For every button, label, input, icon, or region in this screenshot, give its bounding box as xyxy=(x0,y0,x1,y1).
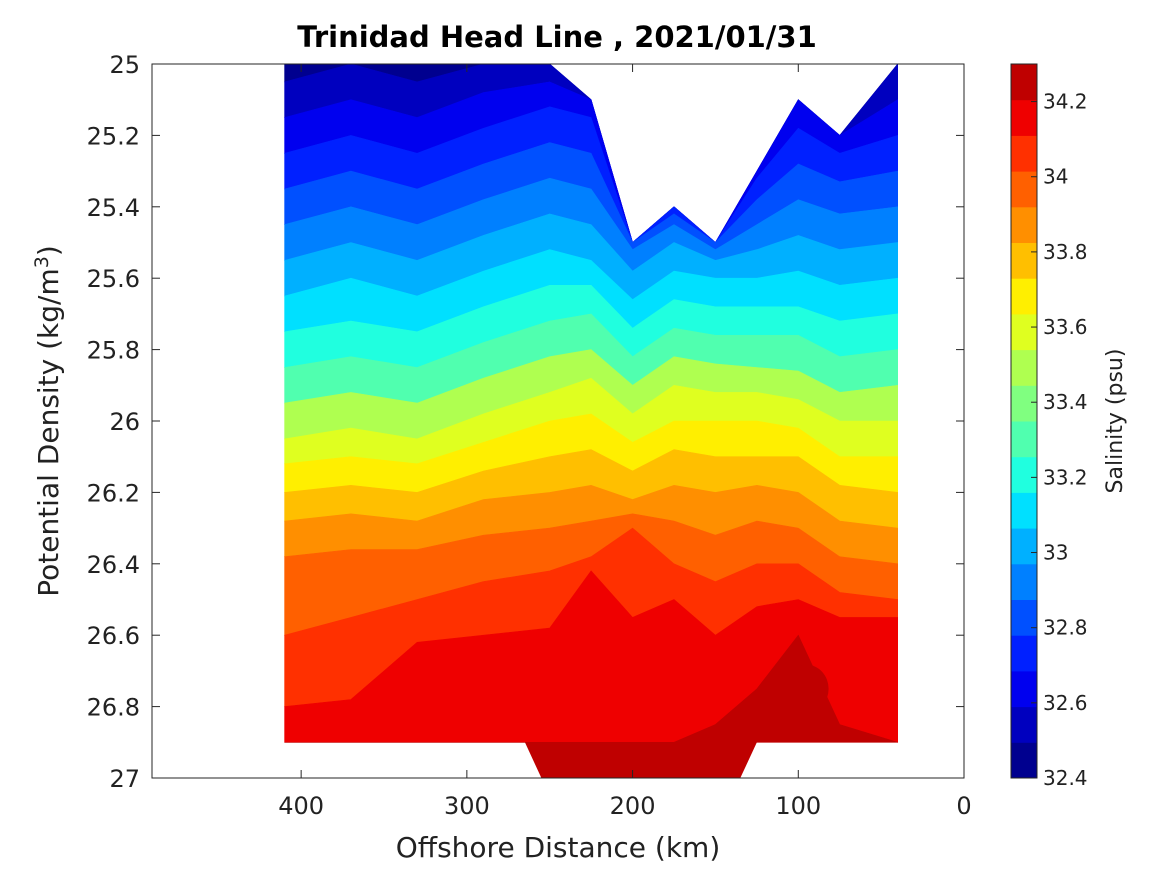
colorbar-label: Salinity (psu) xyxy=(1103,349,1128,494)
x-tick-label: 0 xyxy=(956,792,971,820)
plot-area: 400 300 200 100 0 25 25.2 25.4 25.6 25.8 26 26.2 26… xyxy=(87,51,972,820)
colorbar-tick-label: 32.6 xyxy=(1043,691,1088,715)
contour-field xyxy=(284,64,899,778)
colorbar-band xyxy=(1011,670,1037,708)
colorbar-tick-label: 34 xyxy=(1043,165,1068,189)
y-tick-label: 25.6 xyxy=(87,265,140,293)
x-tick-label: 100 xyxy=(775,792,821,820)
y-axis-label-main: Potential Density (kg/m xyxy=(32,268,65,597)
colorbar-band xyxy=(1011,599,1037,636)
colorbar-ticks: 32.4 32.6 32.8 33 33.2 33.4 33.6 33.8 34 34.2 xyxy=(1031,90,1088,790)
colorbar-band xyxy=(1011,528,1037,565)
y-tick-label: 26.2 xyxy=(87,479,140,507)
y-axis-label-close: ) xyxy=(32,245,65,256)
colorbar-band xyxy=(1011,64,1037,101)
colorbar-band xyxy=(1011,742,1037,779)
y-tick-label: 25 xyxy=(109,51,140,79)
colorbar-band xyxy=(1011,206,1037,243)
colorbar-band xyxy=(1011,385,1037,422)
x-axis-label: Offshore Distance (km) xyxy=(396,831,721,864)
y-axis-ticks: 25 25.2 25.4 25.6 25.8 26 26.2 26.4 26.6 26.8 27 xyxy=(87,51,964,793)
contour-deep-extension xyxy=(524,742,757,778)
colorbar-tick-label: 33.4 xyxy=(1043,390,1088,414)
colorbar-bands xyxy=(1011,64,1037,779)
colorbar-band xyxy=(1011,706,1037,743)
colorbar-tick-label: 32.4 xyxy=(1043,766,1088,790)
colorbar-band xyxy=(1011,99,1037,136)
colorbar-tick-label: 33 xyxy=(1043,541,1068,565)
y-tick-label: 26.4 xyxy=(87,551,140,579)
chart-title: Trinidad Head Line , 2021/01/31 xyxy=(297,20,817,54)
y-axis-label: Potential Density (kg/m3) xyxy=(31,245,65,597)
y-tick-label: 27 xyxy=(109,765,140,793)
colorbar-band xyxy=(1011,349,1037,386)
x-tick-label: 300 xyxy=(444,792,490,820)
colorbar: 32.4 32.6 32.8 33 33.2 33.4 33.6 33.8 34 34.2 xyxy=(1010,63,1088,790)
y-tick-label: 26.6 xyxy=(87,622,140,650)
x-tick-label: 200 xyxy=(610,792,656,820)
colorbar-band xyxy=(1011,242,1037,279)
x-axis-ticks: 400 300 200 100 0 xyxy=(278,64,972,820)
colorbar-tick-label: 34.2 xyxy=(1043,90,1088,114)
colorbar-tick-label: 33.2 xyxy=(1043,465,1088,489)
colorbar-frame xyxy=(1010,63,1038,779)
colorbar-band xyxy=(1011,635,1037,672)
y-tick-label: 26 xyxy=(109,408,140,436)
colorbar-tick-label: 33.8 xyxy=(1043,240,1088,264)
contour-salinity-max xyxy=(784,664,829,713)
colorbar-band xyxy=(1011,456,1037,493)
y-axis-label-superscript: 3 xyxy=(31,256,53,268)
y-tick-label: 25.2 xyxy=(87,122,140,150)
colorbar-band xyxy=(1011,135,1037,172)
y-tick-label: 26.8 xyxy=(87,694,140,722)
y-tick-label: 25.4 xyxy=(87,194,140,222)
colorbar-band xyxy=(1011,563,1037,600)
colorbar-band xyxy=(1011,313,1037,351)
colorbar-band xyxy=(1011,278,1037,315)
colorbar-band xyxy=(1011,421,1037,458)
x-tick-label: 400 xyxy=(278,792,324,820)
colorbar-band xyxy=(1011,492,1037,529)
colorbar-tick-label: 33.6 xyxy=(1043,315,1088,339)
y-tick-label: 25.8 xyxy=(87,337,140,365)
colorbar-tick-label: 32.8 xyxy=(1043,616,1088,640)
